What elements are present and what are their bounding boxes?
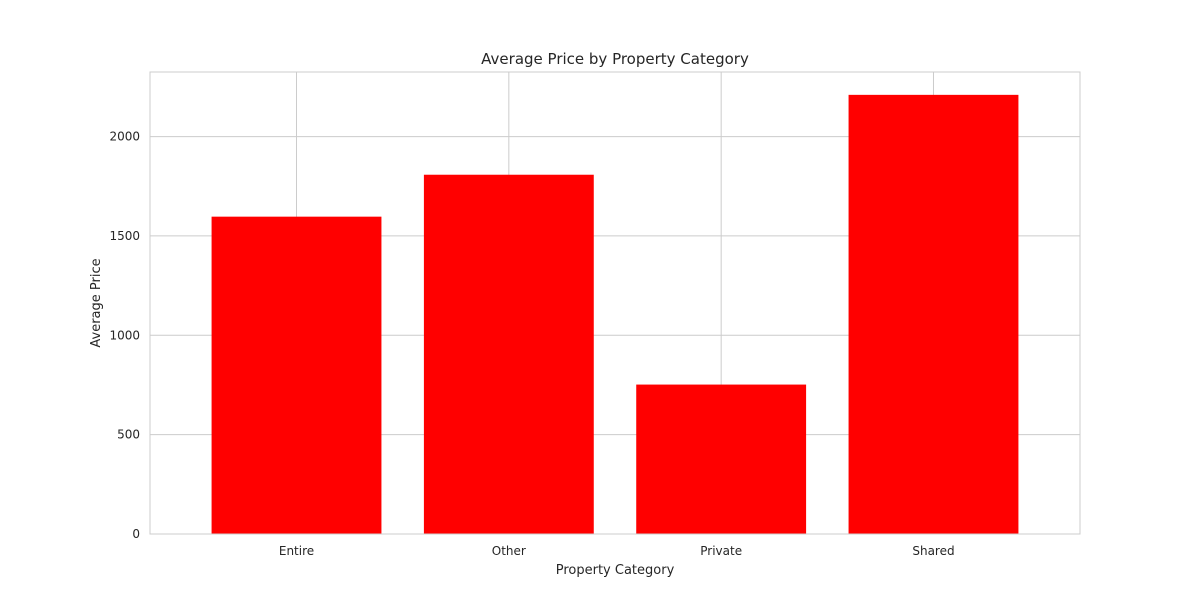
x-tick-label: Entire — [279, 544, 314, 558]
x-tick-labels: Entire Other Private Shared — [279, 544, 955, 558]
y-tick-label: 2000 — [109, 130, 140, 144]
y-tick-label: 0 — [132, 527, 140, 541]
x-tick-label: Other — [492, 544, 526, 558]
bar-shared — [848, 94, 1019, 534]
x-axis-label: Property Category — [556, 563, 675, 578]
chart-title: Average Price by Property Category — [481, 50, 749, 68]
bar-other — [423, 174, 594, 534]
x-tick-label: Shared — [912, 544, 954, 558]
y-tick-label: 1500 — [109, 229, 140, 243]
bars — [211, 94, 1019, 534]
bar-private — [636, 384, 807, 534]
y-tick-labels: 0 500 1000 1500 2000 — [109, 130, 140, 541]
x-tick-label: Private — [700, 544, 742, 558]
y-axis-label: Average Price — [89, 258, 104, 347]
y-tick-label: 1000 — [109, 328, 140, 342]
y-tick-label: 500 — [117, 428, 140, 442]
plot-area-frame — [149, 71, 1081, 535]
bar-entire — [211, 216, 382, 534]
